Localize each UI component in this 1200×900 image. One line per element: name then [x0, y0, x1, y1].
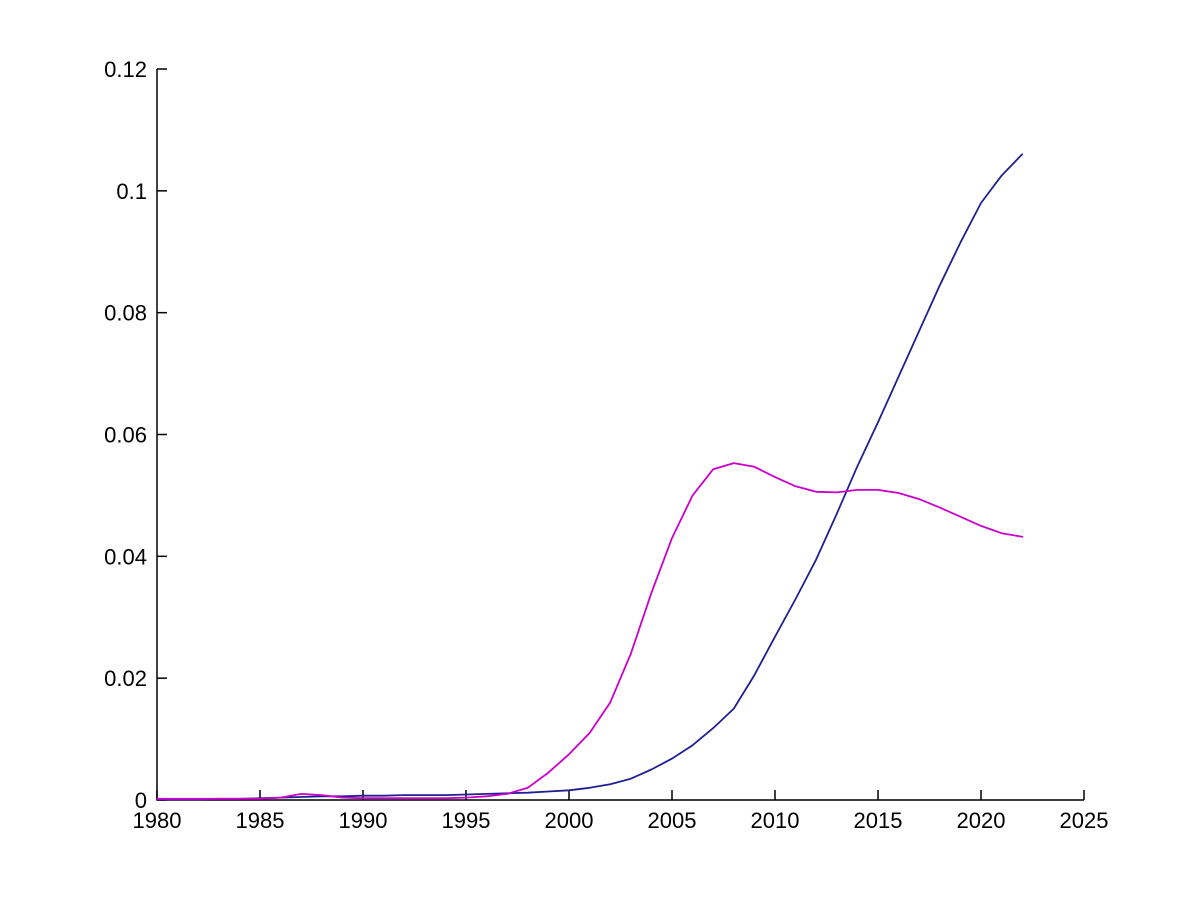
x-tick-label-1990: 1990 [339, 808, 388, 833]
y-tick-label-0.1: 0.1 [116, 179, 147, 204]
blue-line [156, 153, 1024, 801]
x-tick-label-2010: 2010 [751, 808, 800, 833]
y-tick-label-0.02: 0.02 [104, 666, 147, 691]
x-tick-label-2025: 2025 [1060, 808, 1109, 833]
magenta-line [156, 462, 1024, 800]
x-tick-label-1985: 1985 [236, 808, 285, 833]
x-tick-label-2000: 2000 [545, 808, 594, 833]
y-tick-label-0.04: 0.04 [104, 544, 147, 569]
x-tick-label-1980: 1980 [133, 808, 182, 833]
y-tick-label-0.06: 0.06 [104, 423, 147, 448]
y-tick-label-0.12: 0.12 [104, 57, 147, 82]
x-tick-label-2015: 2015 [854, 808, 903, 833]
axes-frame [156, 69, 1084, 801]
y-tick-label-0: 0 [135, 788, 147, 813]
x-tick-label-2005: 2005 [648, 808, 697, 833]
y-tick-label-0.08: 0.08 [104, 301, 147, 326]
x-tick-label-2020: 2020 [957, 808, 1006, 833]
x-tick-label-1995: 1995 [442, 808, 491, 833]
